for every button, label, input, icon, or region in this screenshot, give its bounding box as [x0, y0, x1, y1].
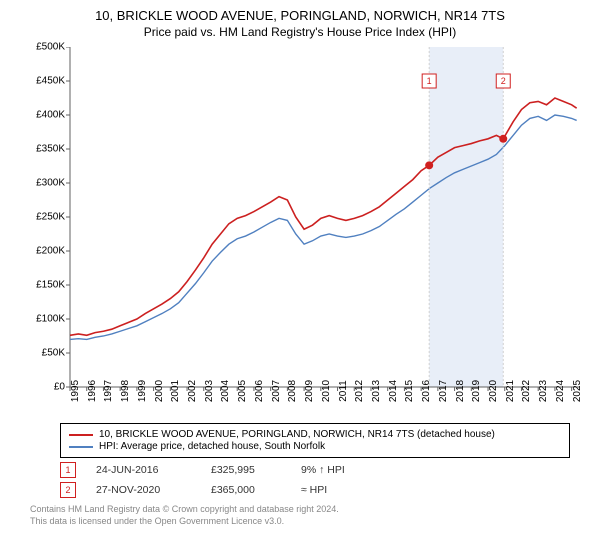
- y-axis-label: £50K: [20, 348, 65, 359]
- sale-vs-hpi: 9% ↑ HPI: [301, 464, 441, 476]
- y-axis-label: £450K: [20, 76, 65, 87]
- title-area: 10, BRICKLE WOOD AVENUE, PORINGLAND, NOR…: [0, 0, 600, 43]
- x-axis-label: 2013: [371, 380, 382, 402]
- footer-line: Contains HM Land Registry data © Crown c…: [30, 504, 570, 516]
- sale-marker-dot: [425, 161, 433, 169]
- x-axis-label: 2002: [187, 380, 198, 402]
- legend-item: HPI: Average price, detached house, Sout…: [69, 441, 561, 452]
- y-axis-label: £300K: [20, 178, 65, 189]
- x-axis-label: 2000: [154, 380, 165, 402]
- y-axis-label: £100K: [20, 314, 65, 325]
- y-axis-label: £350K: [20, 144, 65, 155]
- sale-number-box: 2: [60, 482, 76, 498]
- x-axis-label: 2012: [354, 380, 365, 402]
- x-axis-label: 2011: [338, 380, 349, 402]
- svg-text:1: 1: [427, 76, 432, 86]
- sale-marker-dot: [499, 135, 507, 143]
- x-axis-label: 2022: [521, 380, 532, 402]
- title-line-1: 10, BRICKLE WOOD AVENUE, PORINGLAND, NOR…: [10, 8, 590, 23]
- x-axis-label: 1995: [70, 380, 81, 402]
- x-axis-label: 2007: [271, 380, 282, 402]
- legend-label: 10, BRICKLE WOOD AVENUE, PORINGLAND, NOR…: [99, 429, 495, 440]
- sale-date: 27-NOV-2020: [96, 484, 211, 496]
- y-axis-label: £250K: [20, 212, 65, 223]
- sale-price: £365,000: [211, 484, 301, 496]
- chart-svg: 12: [20, 47, 580, 417]
- legend-label: HPI: Average price, detached house, Sout…: [99, 441, 325, 452]
- footer-line: This data is licensed under the Open Gov…: [30, 516, 570, 528]
- chart-container: 10, BRICKLE WOOD AVENUE, PORINGLAND, NOR…: [0, 0, 600, 527]
- x-axis-label: 1996: [87, 380, 98, 402]
- legend-item: 10, BRICKLE WOOD AVENUE, PORINGLAND, NOR…: [69, 429, 561, 440]
- legend-swatch: [69, 446, 93, 448]
- x-axis-label: 2016: [421, 380, 432, 402]
- sale-date: 24-JUN-2016: [96, 464, 211, 476]
- x-axis-label: 2021: [505, 380, 516, 402]
- sale-row: 2 27-NOV-2020£365,000≈ HPI: [60, 482, 570, 498]
- x-axis-label: 2014: [388, 380, 399, 402]
- x-axis-label: 2015: [404, 380, 415, 402]
- x-axis-label: 2004: [220, 380, 231, 402]
- x-axis-label: 2008: [287, 380, 298, 402]
- x-axis-label: 2003: [204, 380, 215, 402]
- x-axis-label: 2009: [304, 380, 315, 402]
- legend: 10, BRICKLE WOOD AVENUE, PORINGLAND, NOR…: [60, 423, 570, 458]
- x-axis-label: 1998: [120, 380, 131, 402]
- x-axis-label: 1999: [137, 380, 148, 402]
- x-axis-label: 2024: [555, 380, 566, 402]
- x-axis-label: 2020: [488, 380, 499, 402]
- sales-list: 1 24-JUN-2016£325,9959% ↑ HPI 2 27-NOV-2020…: [60, 462, 570, 498]
- svg-text:2: 2: [501, 76, 506, 86]
- title-line-2: Price paid vs. HM Land Registry's House …: [10, 25, 590, 39]
- x-axis-label: 2019: [471, 380, 482, 402]
- y-axis-label: £200K: [20, 246, 65, 257]
- chart-area: 12 £0£50K£100K£150K£200K£250K£300K£350K£…: [20, 47, 580, 417]
- y-axis-label: £150K: [20, 280, 65, 291]
- x-axis-label: 2001: [170, 380, 181, 402]
- sale-number-box: 1: [60, 462, 76, 478]
- legend-swatch: [69, 434, 93, 436]
- x-axis-label: 1997: [103, 380, 114, 402]
- x-axis-label: 2006: [254, 380, 265, 402]
- x-axis-label: 2018: [455, 380, 466, 402]
- x-axis-label: 2010: [321, 380, 332, 402]
- x-axis-label: 2023: [538, 380, 549, 402]
- y-axis-label: £400K: [20, 110, 65, 121]
- sale-row: 1 24-JUN-2016£325,9959% ↑ HPI: [60, 462, 570, 478]
- x-axis-label: 2025: [572, 380, 583, 402]
- sale-vs-hpi: ≈ HPI: [301, 484, 441, 496]
- footer-attribution: Contains HM Land Registry data © Crown c…: [30, 504, 570, 527]
- y-axis-label: £500K: [20, 42, 65, 53]
- y-axis-label: £0: [20, 382, 65, 393]
- x-axis-label: 2017: [438, 380, 449, 402]
- x-axis-label: 2005: [237, 380, 248, 402]
- sale-price: £325,995: [211, 464, 301, 476]
